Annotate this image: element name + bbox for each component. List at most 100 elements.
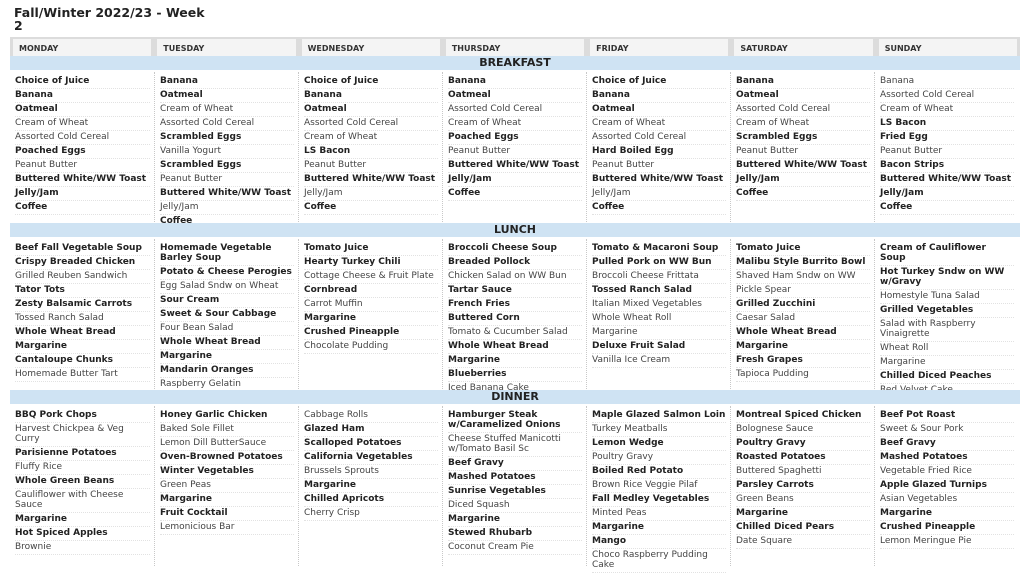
menu-item: Cream of Wheat [15,117,150,131]
menu-item: Margarine [736,340,870,354]
menu-item: Assorted Cold Cereal [880,89,1014,103]
menu-item: Buttered White/WW Toast [304,173,438,187]
menu-item: Margarine [15,340,150,354]
menu-item: Glazed Ham [304,423,438,437]
menu-item: Mandarin Oranges [160,364,294,378]
menu-item: Tapioca Pudding [736,368,870,382]
menu-item: Peanut Butter [736,145,870,159]
menu-item: Tossed Ranch Salad [592,284,726,298]
menu-item: Jelly/Jam [448,173,582,187]
menu-item: Jelly/Jam [592,187,726,201]
menu-item: Cream of Wheat [592,117,726,131]
menu-item: Beef Fall Vegetable Soup [15,242,150,256]
menu-item: Buttered White/WW Toast [160,187,294,201]
menu-item: Cauliflower with Cheese Sauce [15,489,150,513]
menu-item: Peanut Butter [592,159,726,173]
menu-item: Sour Cream [160,294,294,308]
menu-item: Parisienne Potatoes [15,447,150,461]
menu-item: Deluxe Fruit Salad [592,340,726,354]
menu-item: Jelly/Jam [304,187,438,201]
menu-item: Oatmeal [15,103,150,117]
day-column-thursday: Hamburger Steak w/Caramelized Onions Chee… [442,406,586,566]
menu-item: Coffee [736,187,870,201]
menu-item: Cream of Wheat [880,103,1014,117]
menu-item: Brownie [15,541,150,555]
meal-band-dinner: DINNER [10,390,1020,404]
day-column-tuesday: Honey Garlic Chicken Baked Sole Fillet Lem… [154,406,298,566]
day-header-row: MONDAY TUESDAY WEDNESDAY THURSDAY FRIDAY SATU… [10,37,1020,57]
menu-item: Margarine [15,513,150,527]
menu-item: Hot Turkey Sndw on WW w/Gravy [880,266,1014,290]
menu-item: Zesty Balsamic Carrots [15,298,150,312]
menu-item: Coffee [304,201,438,215]
menu-item: Peanut Butter [160,173,294,187]
menu-item: Poultry Gravy [736,437,870,451]
menu-item: Peanut Butter [304,159,438,173]
day-column-sunday: Cream of Cauliflower Soup Hot Turkey Sndw… [874,239,1018,398]
day-header-saturday: SATURDAY [734,39,873,56]
day-header-thursday: THURSDAY [445,39,585,56]
menu-item: Cabbage Rolls [304,409,438,423]
menu-item: Choco Raspberry Pudding Cake [592,549,726,573]
day-column-wednesday: Cabbage Rolls Glazed Ham Scalloped Potatoe… [298,406,442,566]
menu-item: Broccoli Cheese Soup [448,242,582,256]
menu-item: Jelly/Jam [15,187,150,201]
menu-item: Cream of Cauliflower Soup [880,242,1014,266]
menu-item: Whole Wheat Bread [15,326,150,340]
menu-item: Date Square [736,535,870,549]
menu-item: Hamburger Steak w/Caramelized Onions [448,409,582,433]
menu-item: Oatmeal [736,89,870,103]
menu-item: Crispy Breaded Chicken [15,256,150,270]
menu-item: Fluffy Rice [15,461,150,475]
menu-item: Jelly/Jam [160,201,294,215]
menu-item: Margarine [304,479,438,493]
menu-item: Brussels Sprouts [304,465,438,479]
menu-item: Mashed Potatoes [448,471,582,485]
day-header-friday: FRIDAY [590,39,729,56]
menu-item: Tossed Ranch Salad [15,312,150,326]
menu-item: Turkey Meatballs [592,423,726,437]
menu-item: Chilled Apricots [304,493,438,507]
menu-item: Margarine [880,356,1014,370]
day-header-wednesday: WEDNESDAY [301,39,440,56]
menu-item: Lemon Meringue Pie [880,535,1014,549]
menu-item: Banana [448,75,582,89]
menu-item: Potato & Cheese Perogies [160,266,294,280]
menu-item: Margarine [592,521,726,535]
meal-band-lunch: LUNCH [10,223,1020,237]
day-column-sunday: Banana Assorted Cold Cereal Cream of Wheat… [874,72,1018,222]
menu-item: Cream of Wheat [160,103,294,117]
menu-item: Choice of Juice [15,75,150,89]
day-header-tuesday: TUESDAY [157,39,296,56]
menu-item: Minted Peas [592,507,726,521]
menu-item: Whole Wheat Bread [736,326,870,340]
day-column-wednesday: Tomato Juice Hearty Turkey Chili Cottage C… [298,239,442,389]
menu-item: Vanilla Yogurt [160,145,294,159]
menu-item: Coffee [592,201,726,215]
menu-item: Caesar Salad [736,312,870,326]
menu-item: Whole Wheat Roll [592,312,726,326]
meal-section-lunch: Beef Fall Vegetable Soup Crispy Breaded C… [10,239,1020,398]
day-column-wednesday: Choice of Juice Banana Oatmeal Assorted Col… [298,72,442,222]
menu-item: Diced Squash [448,499,582,513]
menu-item: Cherry Crisp [304,507,438,521]
menu-item: Sweet & Sour Pork [880,423,1014,437]
menu-item: Banana [736,75,870,89]
menu-item: Mango [592,535,726,549]
menu-item: LS Bacon [304,145,438,159]
menu-item: Grilled Reuben Sandwich [15,270,150,284]
menu-item: LS Bacon [880,117,1014,131]
day-column-friday: Maple Glazed Salmon Loin Turkey Meatballs… [586,406,730,573]
menu-item: Chilled Diced Peaches [880,370,1014,384]
day-column-friday: Tomato & Macaroni Soup Pulled Pork on WW … [586,239,730,389]
menu-item: Poultry Gravy [592,451,726,465]
menu-item: Margarine [160,493,294,507]
menu-item: Assorted Cold Cereal [15,131,150,145]
menu-item: Homemade Vegetable Barley Soup [160,242,294,266]
menu-item: Hard Boiled Egg [592,145,726,159]
menu-item: Hearty Turkey Chili [304,256,438,270]
menu-item: Four Bean Salad [160,322,294,336]
menu-item: Lemon Dill ButterSauce [160,437,294,451]
menu-item: Coconut Cream Pie [448,541,582,555]
menu-item: Vegetable Fried Rice [880,465,1014,479]
